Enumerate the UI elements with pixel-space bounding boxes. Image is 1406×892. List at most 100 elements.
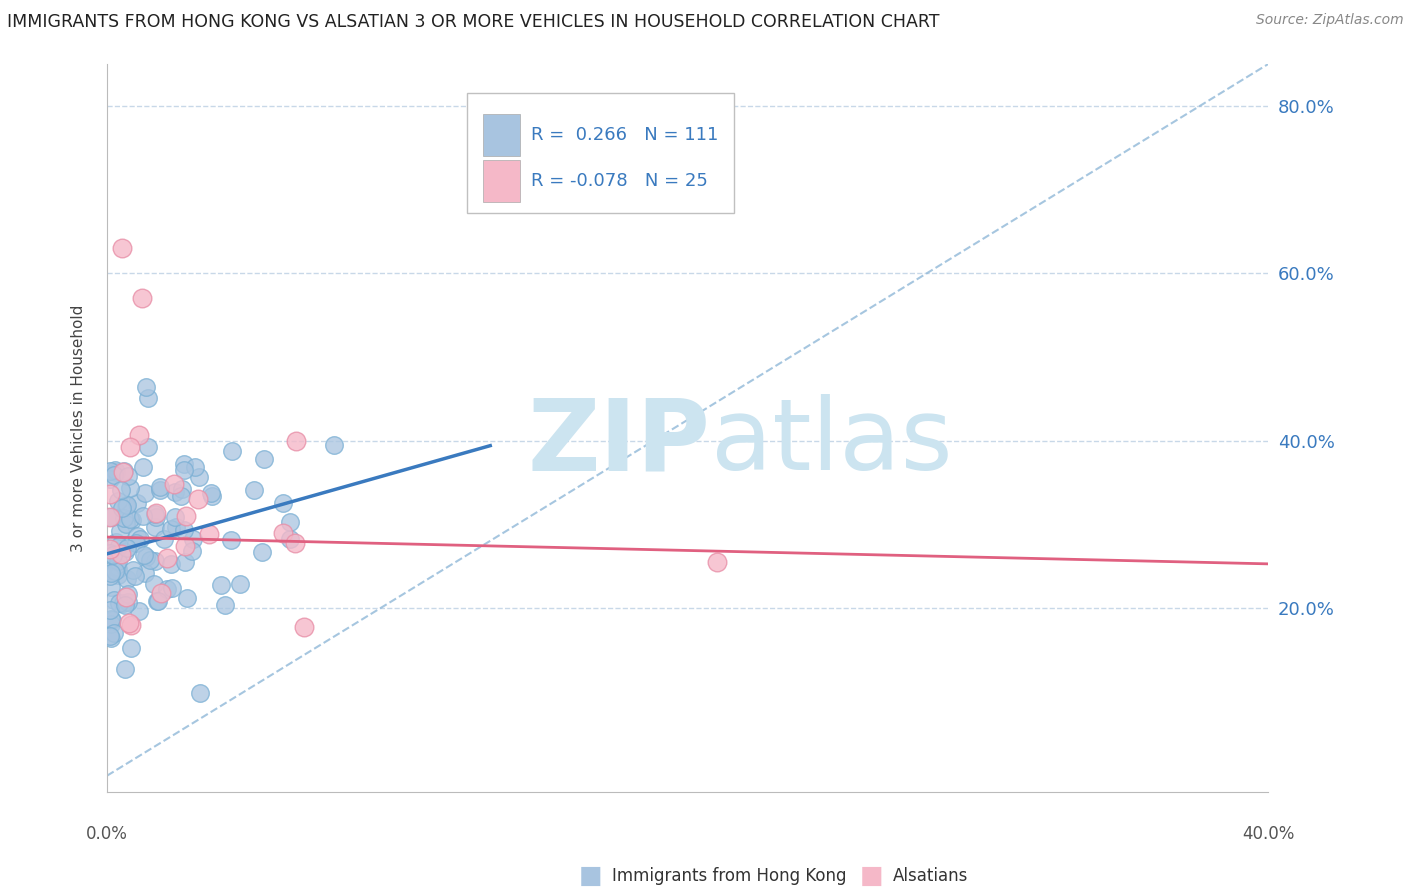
Text: Alsatians: Alsatians <box>893 867 969 885</box>
Point <box>107 539 129 553</box>
Text: IMMIGRANTS FROM HONG KONG VS ALSATIAN 3 OR MORE VEHICLES IN HOUSEHOLD CORRELATIO: IMMIGRANTS FROM HONG KONG VS ALSATIAN 3 … <box>7 13 939 31</box>
Point <box>98 472 121 486</box>
Point <box>107 493 129 508</box>
Point <box>110 483 132 498</box>
Point <box>139 553 162 567</box>
Point <box>98 603 121 617</box>
Point <box>149 586 172 600</box>
Point <box>100 566 122 581</box>
Point <box>294 620 316 634</box>
Point <box>221 443 243 458</box>
Point <box>100 612 122 626</box>
Point <box>273 525 295 540</box>
Point <box>112 464 135 478</box>
Point <box>120 617 142 632</box>
Point <box>165 485 187 500</box>
Point <box>115 499 138 513</box>
Point <box>165 510 187 524</box>
Point <box>136 391 159 405</box>
Point <box>163 477 186 491</box>
Text: R =  0.266   N = 111: R = 0.266 N = 111 <box>531 126 718 144</box>
Point <box>174 539 197 553</box>
Point <box>100 617 122 632</box>
Point <box>129 533 152 547</box>
Point <box>197 526 219 541</box>
Point <box>132 459 155 474</box>
Point <box>110 547 132 561</box>
Point <box>278 533 301 547</box>
Point <box>121 563 143 577</box>
Point <box>98 541 121 556</box>
Point <box>105 560 128 574</box>
Point <box>131 509 153 524</box>
Point <box>153 533 176 547</box>
Point <box>98 569 121 583</box>
Point <box>200 485 222 500</box>
Point <box>98 546 121 560</box>
Point <box>114 598 136 612</box>
Point <box>101 613 124 627</box>
Point <box>145 593 167 607</box>
Point <box>252 544 274 558</box>
Point <box>111 500 134 515</box>
Point <box>176 591 198 605</box>
Point <box>117 595 139 609</box>
Point <box>107 554 129 568</box>
Point <box>284 434 307 448</box>
Point <box>98 565 121 579</box>
Point <box>174 509 197 524</box>
Text: ■: ■ <box>579 864 602 888</box>
Point <box>98 486 121 500</box>
Point <box>114 545 136 559</box>
Point <box>135 380 157 394</box>
Point <box>187 492 209 507</box>
FancyBboxPatch shape <box>467 93 734 213</box>
Point <box>108 524 131 539</box>
Point <box>134 549 156 563</box>
Point <box>127 496 149 510</box>
Point <box>170 483 193 497</box>
Point <box>149 483 172 497</box>
Point <box>115 572 138 586</box>
Point <box>98 464 121 478</box>
Point <box>107 568 129 582</box>
Text: ■: ■ <box>860 864 883 888</box>
Point <box>271 496 294 510</box>
Text: Immigrants from Hong Kong: Immigrants from Hong Kong <box>612 867 846 885</box>
Point <box>284 536 307 550</box>
Text: 40.0%: 40.0% <box>1241 825 1295 843</box>
Point <box>101 509 124 524</box>
Point <box>143 507 166 521</box>
Text: R = -0.078   N = 25: R = -0.078 N = 25 <box>531 171 707 190</box>
Point <box>112 511 135 525</box>
Point <box>111 596 134 610</box>
Point <box>173 462 195 476</box>
Point <box>131 292 153 306</box>
Point <box>221 533 243 547</box>
Point <box>120 640 142 655</box>
Point <box>242 483 264 498</box>
Point <box>117 469 139 483</box>
Point <box>104 565 127 579</box>
Point <box>107 596 129 610</box>
Point <box>124 568 146 582</box>
Point <box>104 535 127 549</box>
Point <box>160 558 183 572</box>
Point <box>155 550 177 565</box>
Point <box>100 580 122 594</box>
Y-axis label: 3 or more Vehicles in Household: 3 or more Vehicles in Household <box>72 304 86 552</box>
Point <box>134 486 156 500</box>
Point <box>149 480 172 494</box>
Point <box>162 581 184 595</box>
Point <box>190 686 212 700</box>
Point <box>114 590 136 604</box>
Point <box>173 458 195 472</box>
Point <box>120 481 142 495</box>
Point <box>117 587 139 601</box>
Point <box>201 489 224 503</box>
Point <box>125 536 148 550</box>
Point <box>143 577 166 591</box>
Point <box>174 555 197 569</box>
Point <box>180 544 202 558</box>
Point <box>128 427 150 442</box>
